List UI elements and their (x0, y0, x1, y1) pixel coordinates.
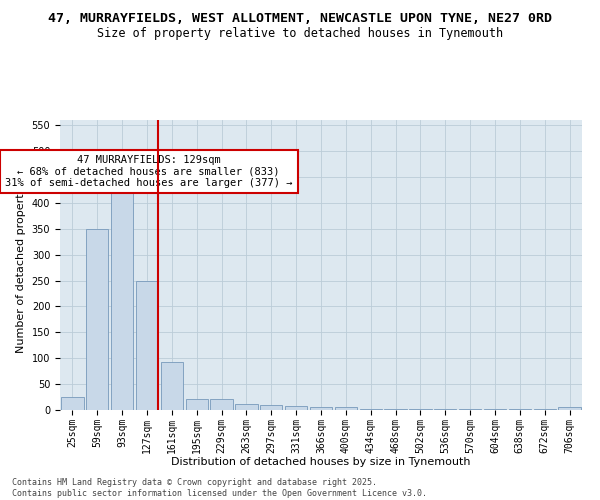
Bar (559, 408, 581, 410)
Y-axis label: Number of detached properties: Number of detached properties (16, 178, 26, 352)
Bar (61, 397, 83, 410)
Text: Size of property relative to detached houses in Tynemouth: Size of property relative to detached ho… (97, 28, 503, 40)
Bar (310, 408, 332, 410)
Bar (86, 229, 109, 410)
Bar (335, 408, 357, 410)
Bar (211, 398, 233, 410)
Bar (136, 280, 158, 410)
X-axis label: Distribution of detached houses by size in Tynemouth: Distribution of detached houses by size … (171, 457, 471, 467)
Bar (111, 177, 133, 410)
Bar (285, 406, 307, 410)
Bar (185, 398, 208, 410)
Bar (235, 404, 257, 410)
Bar (260, 405, 283, 410)
Bar (359, 409, 382, 410)
Text: 47 MURRAYFIELDS: 129sqm
← 68% of detached houses are smaller (833)
31% of semi-d: 47 MURRAYFIELDS: 129sqm ← 68% of detache… (5, 155, 292, 188)
Text: Contains HM Land Registry data © Crown copyright and database right 2025.
Contai: Contains HM Land Registry data © Crown c… (12, 478, 427, 498)
Bar (161, 362, 183, 410)
Text: 47, MURRAYFIELDS, WEST ALLOTMENT, NEWCASTLE UPON TYNE, NE27 0RD: 47, MURRAYFIELDS, WEST ALLOTMENT, NEWCAS… (48, 12, 552, 26)
